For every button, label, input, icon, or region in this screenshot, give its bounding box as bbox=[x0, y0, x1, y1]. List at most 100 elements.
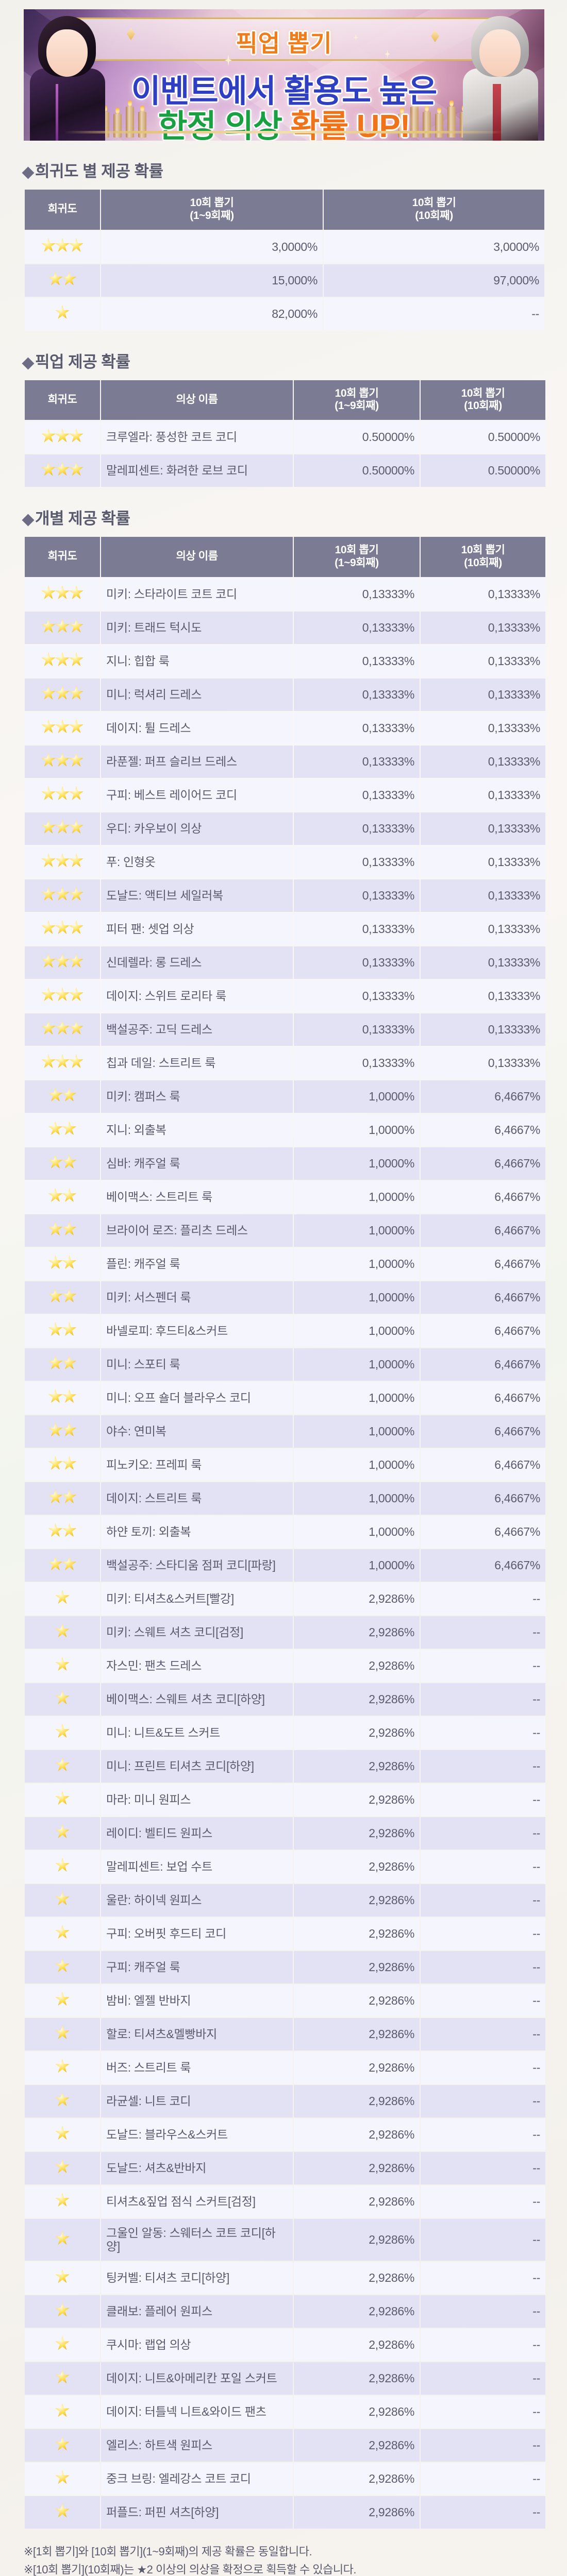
banner-container: 픽업 뽑기 이벤트에서 활용도 높은 한정 의상 확률 UP! bbox=[0, 0, 567, 141]
rarity-stars bbox=[55, 1958, 70, 1975]
cell-rarity bbox=[25, 2218, 100, 2261]
cell-rarity bbox=[25, 879, 100, 912]
cell-rarity bbox=[25, 230, 100, 263]
rarity-stars bbox=[55, 1623, 70, 1640]
cell-rarity bbox=[25, 1281, 100, 1314]
cell-costume-name: 바넬로피: 후드티&스커트 bbox=[101, 1314, 293, 1347]
cell-rarity bbox=[25, 1783, 100, 1816]
cell-rate-draw-1-9: 2,9286% bbox=[294, 1683, 420, 1716]
cell-rate-draw-1-9: 1,0000% bbox=[294, 1381, 420, 1414]
star-icon bbox=[62, 1121, 77, 1135]
table-row: 미키: 스웨트 셔츠 코디[검정] 2,9286% -- bbox=[25, 1616, 545, 1649]
col-header-draw-10: 10회 뽑기 (10회째) bbox=[421, 380, 545, 420]
cell-costume-name: 브라이어 로즈: 플리츠 드레스 bbox=[101, 1214, 293, 1247]
cell-rate-draw-10: 0,13333% bbox=[421, 645, 545, 677]
col-header-draw-1-9-line2: (1~9회째) bbox=[190, 209, 234, 222]
cell-costume-name: 쿠시마: 랩업 의상 bbox=[101, 2328, 293, 2361]
cell-costume-name: 마라: 미니 원피스 bbox=[101, 1783, 293, 1816]
star-icon bbox=[55, 2269, 70, 2283]
star-icon bbox=[69, 1054, 84, 1068]
cell-rate-draw-10: 6,4667% bbox=[421, 1515, 545, 1548]
cell-rarity bbox=[25, 1415, 100, 1448]
star-icon bbox=[62, 1489, 77, 1503]
diamond-bullet-icon bbox=[22, 514, 35, 527]
star-icon bbox=[55, 954, 70, 968]
cell-costume-name: 구피: 베스트 레이어드 코디 bbox=[101, 778, 293, 811]
star-icon bbox=[48, 1422, 63, 1436]
table-row: 데이지: 스트리트 룩 1,0000% 6,4667% bbox=[25, 1482, 545, 1515]
cell-costume-name: 그울인 알동: 스웨터스 코트 코디[하양] bbox=[101, 2218, 293, 2261]
cell-costume-name: 피노키오: 프레피 룩 bbox=[101, 1448, 293, 1481]
cell-costume-name: 미니: 럭셔리 드레스 bbox=[101, 678, 293, 711]
star-icon bbox=[48, 1121, 63, 1135]
sparkle-icon bbox=[205, 87, 210, 95]
table-row: 브라이어 로즈: 플리츠 드레스 1,0000% 6,4667% bbox=[25, 1214, 545, 1247]
col-header-rarity: 희귀도 bbox=[25, 537, 100, 577]
cell-rate-draw-1-9: 1,0000% bbox=[294, 1482, 420, 1515]
star-icon bbox=[55, 1690, 70, 1704]
cell-costume-name: 클래보: 플레어 원피스 bbox=[101, 2295, 293, 2328]
table-header-row: 희귀도 의상 이름 10회 뽑기 (1~9회째) 10회 뽑기 (10회째) bbox=[25, 537, 545, 577]
cell-rate-draw-10: 0,13333% bbox=[421, 912, 545, 945]
col-header-draw-10-line1: 10회 뽑기 bbox=[461, 387, 505, 399]
cell-rarity bbox=[25, 678, 100, 711]
cell-costume-name: 데이지: 스트리트 룩 bbox=[101, 1482, 293, 1515]
rarity-stars bbox=[55, 2470, 70, 2487]
rarity-stars bbox=[48, 1255, 77, 1272]
cell-rarity bbox=[25, 2151, 100, 2184]
star-icon bbox=[69, 853, 84, 867]
col-header-draw-1-9-line1: 10회 뽑기 bbox=[190, 197, 234, 209]
cell-rate-draw-1-9: 2,9286% bbox=[294, 1616, 420, 1649]
section-pickup: 픽업 제공 확률 희귀도 의상 이름 10회 뽑기 (1~9회째) 10회 뽑기… bbox=[0, 349, 567, 488]
pickup-table-body: 크루엘라: 풍성한 코트 코디 0.50000% 0.50000% 말레피센트: 화려… bbox=[25, 421, 545, 487]
col-header-draw-10-line1: 10회 뽑기 bbox=[412, 197, 456, 209]
cell-rate-draw-1-9: 82,000% bbox=[101, 297, 323, 330]
cell-rate-draw-10: -- bbox=[421, 1683, 545, 1716]
cell-rate-draw-1-9: 1,0000% bbox=[294, 1247, 420, 1280]
star-icon bbox=[55, 238, 70, 252]
table-row: 버즈: 스트리트 룩 2,9286% -- bbox=[25, 2051, 545, 2084]
cell-costume-name: 미니: 프린트 티셔츠 코디[하양] bbox=[101, 1750, 293, 1783]
star-icon bbox=[55, 820, 70, 834]
table-row: 데이지: 터틀넥 니트&와이드 팬츠 2,9286% -- bbox=[25, 2395, 545, 2428]
col-header-draw-1-9: 10회 뽑기 (1~9회째) bbox=[294, 537, 420, 577]
star-icon bbox=[62, 1456, 77, 1470]
cell-rate-draw-10: -- bbox=[421, 2462, 545, 2495]
cell-costume-name: 지니: 외출복 bbox=[101, 1113, 293, 1146]
rarity-stars bbox=[55, 2092, 70, 2109]
rarity-stars bbox=[55, 2403, 70, 2420]
cell-rate-draw-10: 0.50000% bbox=[421, 454, 545, 487]
cell-rate-draw-1-9: 2,9286% bbox=[294, 2051, 420, 2084]
star-icon bbox=[55, 2336, 70, 2350]
star-icon bbox=[41, 920, 56, 934]
cell-rate-draw-1-9: 2,9286% bbox=[294, 1649, 420, 1682]
cell-rate-draw-1-9: 0,13333% bbox=[294, 745, 420, 778]
rarity-stars bbox=[48, 1289, 77, 1306]
table-row: 미니: 프린트 티셔츠 코디[하양] 2,9286% -- bbox=[25, 1750, 545, 1783]
star-icon bbox=[69, 428, 84, 443]
cell-rate-draw-10: 0.50000% bbox=[421, 421, 545, 454]
cell-costume-name: 티셔츠&짚업 점식 스커트[검정] bbox=[101, 2185, 293, 2218]
cell-rate-draw-1-9: 2,9286% bbox=[294, 2395, 420, 2428]
cell-costume-name: 레이디: 벨티드 원피스 bbox=[101, 1817, 293, 1850]
cell-rate-draw-1-9: 1,0000% bbox=[294, 1448, 420, 1481]
star-icon bbox=[41, 619, 56, 633]
table-row: 티셔츠&짚업 점식 스커트[검정] 2,9286% -- bbox=[25, 2185, 545, 2218]
star-icon bbox=[55, 753, 70, 767]
table-row: 신데렐라: 롱 드레스 0,13333% 0,13333% bbox=[25, 946, 545, 979]
table-row: 백설공주: 고딕 드레스 0,13333% 0,13333% bbox=[25, 1013, 545, 1046]
star-icon bbox=[41, 1021, 56, 1035]
cell-rate-draw-10: -- bbox=[421, 1884, 545, 1917]
rarity-stars bbox=[48, 1422, 77, 1439]
star-icon bbox=[55, 1623, 70, 1637]
cell-costume-name: 미키: 스웨트 셔츠 코디[검정] bbox=[101, 1616, 293, 1649]
cell-costume-name: 백설공주: 고딕 드레스 bbox=[101, 1013, 293, 1046]
rarity-table-body: 3,0000% 3,0000% 15,000% 97,000% 82,000% -- bbox=[25, 230, 544, 330]
star-icon bbox=[41, 719, 56, 733]
star-icon bbox=[55, 2092, 70, 2106]
cell-rate-draw-10: -- bbox=[421, 1750, 545, 1783]
star-icon bbox=[48, 1456, 63, 1470]
rarity-stars bbox=[55, 2369, 70, 2386]
table-row: 미키: 캠퍼스 룩 1,0000% 6,4667% bbox=[25, 1080, 545, 1113]
cell-rate-draw-10: -- bbox=[324, 297, 544, 330]
